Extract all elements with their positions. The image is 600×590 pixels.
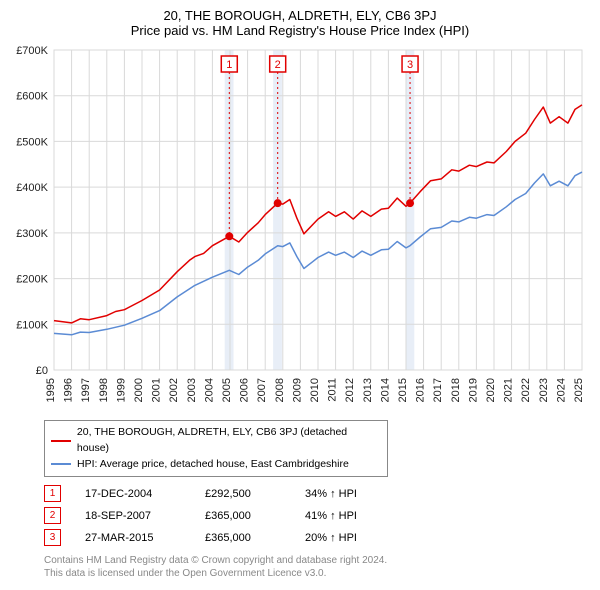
footer-line: Contains HM Land Registry data © Crown c… — [44, 554, 600, 567]
svg-text:2006: 2006 — [239, 378, 251, 402]
sale-date: 18-SEP-2007 — [85, 510, 205, 522]
sale-pct: 34% ↑ HPI — [305, 488, 405, 500]
svg-text:2002: 2002 — [168, 378, 180, 402]
sale-marker-icon: 2 — [44, 507, 61, 524]
sales-row: 1 17-DEC-2004 £292,500 34% ↑ HPI — [44, 485, 600, 502]
svg-text:£100K: £100K — [16, 319, 48, 331]
svg-text:1995: 1995 — [45, 378, 57, 402]
sale-price: £365,000 — [205, 510, 305, 522]
chart-svg: £0 £100K £200K £300K £400K £500K £600K £700K 199… — [10, 44, 590, 414]
sales-row: 3 27-MAR-2015 £365,000 20% ↑ HPI — [44, 529, 600, 546]
svg-text:2014: 2014 — [379, 378, 391, 402]
chart-subtitle: Price paid vs. HM Land Registry's House … — [0, 23, 600, 44]
svg-text:2007: 2007 — [256, 378, 268, 402]
svg-text:2022: 2022 — [520, 378, 532, 402]
legend: 20, THE BOROUGH, ALDRETH, ELY, CB6 3PJ (… — [44, 420, 388, 477]
svg-text:2021: 2021 — [503, 378, 515, 402]
sale-marker-icon: 3 — [44, 529, 61, 546]
svg-text:2001: 2001 — [151, 378, 163, 402]
svg-text:2011: 2011 — [327, 378, 339, 402]
sale-pct: 20% ↑ HPI — [305, 532, 405, 544]
svg-text:1998: 1998 — [98, 378, 110, 402]
svg-text:2015: 2015 — [397, 378, 409, 402]
legend-item: 20, THE BOROUGH, ALDRETH, ELY, CB6 3PJ (… — [51, 425, 381, 457]
svg-text:2018: 2018 — [450, 378, 462, 402]
svg-text:£300K: £300K — [16, 228, 48, 240]
svg-text:£700K: £700K — [16, 45, 48, 57]
svg-text:2000: 2000 — [133, 378, 145, 402]
sale-price: £292,500 — [205, 488, 305, 500]
svg-text:2020: 2020 — [485, 378, 497, 402]
svg-text:1: 1 — [226, 59, 232, 71]
legend-label: 20, THE BOROUGH, ALDRETH, ELY, CB6 3PJ (… — [77, 425, 381, 457]
legend-label: HPI: Average price, detached house, East… — [77, 457, 349, 473]
svg-text:2023: 2023 — [538, 378, 550, 402]
sales-row: 2 18-SEP-2007 £365,000 41% ↑ HPI — [44, 507, 600, 524]
footer: Contains HM Land Registry data © Crown c… — [44, 554, 600, 580]
sale-date: 17-DEC-2004 — [85, 488, 205, 500]
svg-text:2003: 2003 — [186, 378, 198, 402]
sale-marker-icon: 1 — [44, 485, 61, 502]
chart: £0 £100K £200K £300K £400K £500K £600K £700K 199… — [10, 44, 590, 414]
svg-text:2017: 2017 — [432, 378, 444, 402]
sale-pct: 41% ↑ HPI — [305, 510, 405, 522]
legend-swatch — [51, 463, 71, 465]
svg-text:3: 3 — [407, 59, 413, 71]
svg-text:2019: 2019 — [467, 378, 479, 402]
sale-price: £365,000 — [205, 532, 305, 544]
svg-text:2010: 2010 — [309, 378, 321, 402]
svg-text:1999: 1999 — [115, 378, 127, 402]
svg-text:£0: £0 — [36, 365, 48, 377]
legend-swatch — [51, 440, 71, 442]
svg-text:2016: 2016 — [415, 378, 427, 402]
footer-line: This data is licensed under the Open Gov… — [44, 567, 600, 580]
svg-text:2005: 2005 — [221, 378, 233, 402]
svg-text:£600K: £600K — [16, 91, 48, 103]
svg-text:2024: 2024 — [555, 378, 567, 402]
sales-table: 1 17-DEC-2004 £292,500 34% ↑ HPI 2 18-SE… — [44, 485, 600, 546]
svg-text:2: 2 — [275, 59, 281, 71]
svg-text:2004: 2004 — [203, 378, 215, 402]
svg-text:2013: 2013 — [362, 378, 374, 402]
svg-text:2008: 2008 — [274, 378, 286, 402]
svg-text:2009: 2009 — [291, 378, 303, 402]
svg-text:2012: 2012 — [344, 378, 356, 402]
svg-text:2025: 2025 — [573, 378, 585, 402]
svg-text:1997: 1997 — [80, 378, 92, 402]
svg-text:£500K: £500K — [16, 136, 48, 148]
svg-text:£200K: £200K — [16, 274, 48, 286]
svg-text:1996: 1996 — [63, 378, 75, 402]
svg-text:£400K: £400K — [16, 182, 48, 194]
sale-date: 27-MAR-2015 — [85, 532, 205, 544]
chart-title: 20, THE BOROUGH, ALDRETH, ELY, CB6 3PJ — [0, 0, 600, 23]
legend-item: HPI: Average price, detached house, East… — [51, 457, 381, 473]
